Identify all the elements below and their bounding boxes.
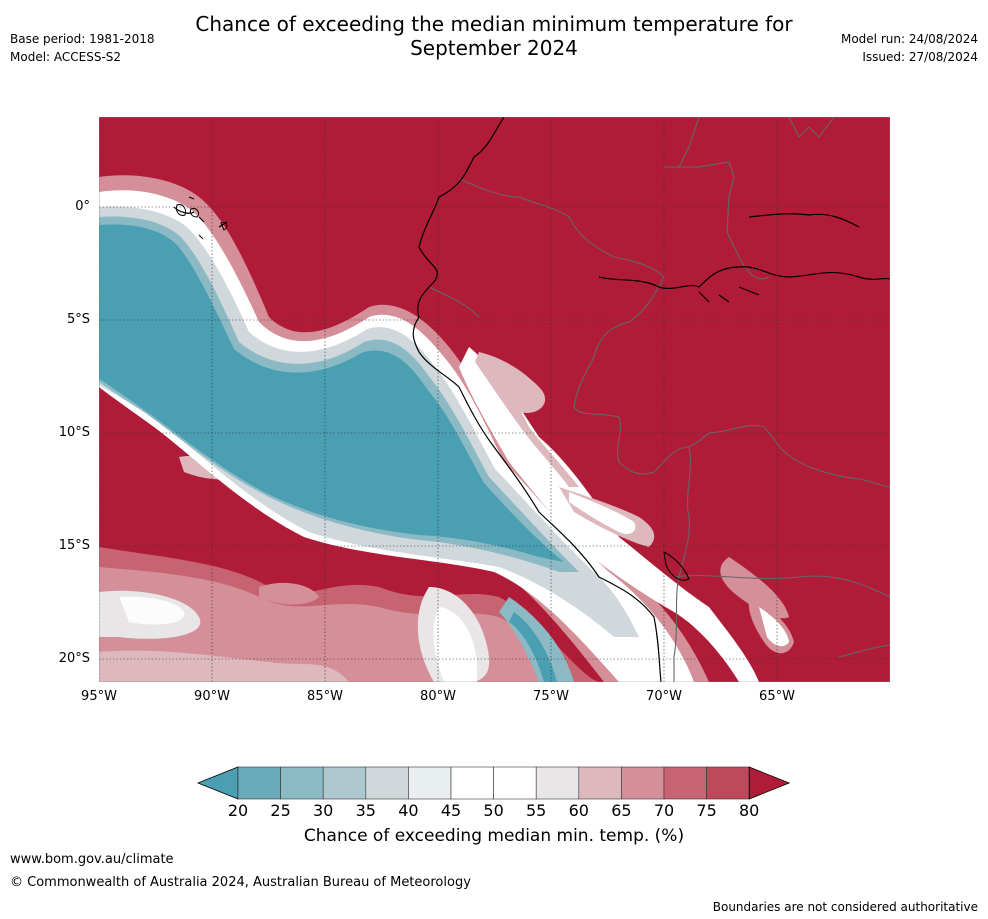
colorbar-box [408, 766, 452, 800]
meta-right: Model run: 24/08/2024 Issued: 27/08/2024 [841, 30, 978, 66]
colorbar-box [663, 766, 707, 800]
lon-label-80w: 80°W [420, 689, 456, 704]
colorbar-tick-label: 30 [313, 801, 334, 820]
colorbar-tick-label: 45 [440, 801, 462, 820]
colorbar-tick-label: 50 [483, 801, 504, 820]
colorbar-tick-label: 20 [227, 801, 249, 820]
lon-label-95w: 95°W [81, 689, 117, 704]
colorbar-extend-low [196, 766, 239, 800]
colorbar-box [237, 766, 281, 800]
lat-label-10s: 10°S [58, 425, 90, 440]
lat-label-0: 0° [75, 199, 90, 214]
southwest-pale-region [99, 455, 599, 682]
colorbar-box [280, 766, 324, 800]
lake-titicaca [663, 551, 690, 581]
lon-label-75w: 75°W [533, 689, 569, 704]
country-borders [428, 117, 890, 682]
colorbar-box [578, 766, 622, 800]
title-line-1: Chance of exceeding the median minimum t… [195, 12, 793, 36]
colorbar-box [535, 766, 580, 800]
lon-label-70w: 70°W [646, 689, 682, 704]
graticule [99, 117, 890, 682]
model-run-text: Model run: 24/08/2024 [840, 32, 978, 46]
footer-url[interactable]: www.bom.gov.au/climate [10, 852, 174, 867]
lon-label-85w: 85°W [307, 689, 343, 704]
colorbar-box [621, 766, 665, 800]
ocean-cool-anomaly [99, 175, 709, 682]
issued-text: Issued: 27/08/2024 [862, 50, 978, 64]
colorbar-tick-label: 60 [568, 801, 589, 820]
colorbar-tick-label: 25 [270, 801, 291, 820]
colorbar-box [322, 766, 367, 800]
lat-label-5s: 5°S [66, 312, 90, 327]
colorbar-box [450, 766, 494, 800]
colorbar-tick-label: 70 [653, 801, 675, 820]
map-title: Chance of exceeding the median minimum t… [0, 12, 988, 60]
lon-label-65w: 65°W [759, 689, 795, 704]
coastal-pale-strip [459, 347, 794, 682]
coastlines [173, 117, 890, 682]
colorbar-tick-label: 40 [398, 801, 419, 820]
colorbar-tick-label: 75 [696, 801, 717, 820]
colorbar [196, 766, 791, 800]
base-period-text: Base period: 1981-2018 [10, 32, 155, 46]
colorbar-tick-label: 35 [355, 801, 376, 820]
lon-label-90w: 90°W [194, 689, 230, 704]
footer-copyright: © Commonwealth of Australia 2024, Austra… [10, 875, 471, 890]
model-text: Model: ACCESS-S2 [10, 50, 122, 64]
meta-left: Base period: 1981-2018 Model: ACCESS-S2 [10, 30, 155, 66]
footer-disclaimer: Boundaries are not considered authoritat… [712, 900, 978, 914]
colorbar-tick-label: 80 [739, 801, 760, 820]
colorbar-tick-label: 55 [526, 801, 547, 820]
colorbar-box [493, 766, 537, 800]
forecast-map [99, 117, 890, 682]
colorbar-box [706, 766, 750, 800]
colorbar-label: Chance of exceeding median min. temp. (%… [303, 826, 685, 846]
colorbar-tick-label: 65 [611, 801, 632, 820]
galapagos-islands [176, 196, 228, 240]
lat-label-15s: 15°S [58, 538, 90, 553]
colorbar-box [365, 766, 409, 800]
lat-label-20s: 20°S [58, 651, 90, 666]
title-line-2: September 2024 [410, 36, 578, 60]
colorbar-extend-high [748, 766, 791, 800]
